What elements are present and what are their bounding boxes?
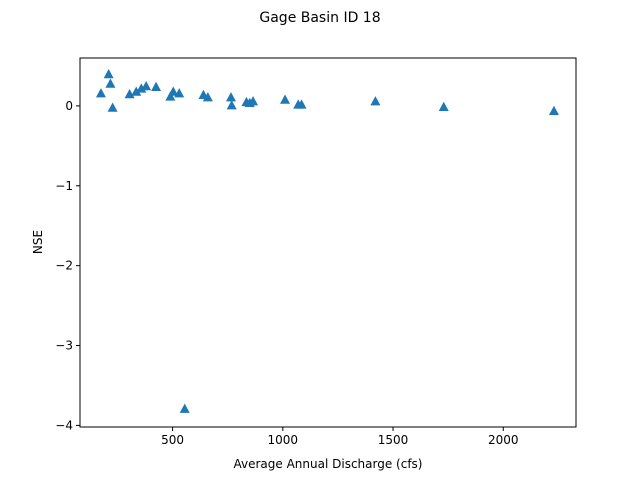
y-axis-label: NSE	[31, 230, 45, 254]
data-point-12	[179, 403, 190, 413]
chart-title: Gage Basin ID 18	[259, 10, 380, 26]
data-point-11	[174, 88, 185, 98]
data-point-24	[438, 101, 449, 111]
data-point-8	[151, 81, 162, 92]
data-point-1	[103, 68, 114, 79]
data-point-20	[280, 94, 291, 104]
data-points	[95, 68, 559, 413]
data-point-9	[165, 91, 176, 101]
data-point-5	[131, 86, 142, 96]
data-point-4	[124, 88, 135, 99]
data-point-25	[548, 105, 559, 115]
x-tick-label: 1000	[268, 433, 299, 447]
plot-frame	[79, 57, 577, 428]
x-axis-label: Average Annual Discharge (cfs)	[234, 457, 423, 471]
y-tick-label: −2	[55, 259, 73, 273]
y-tick-label: −1	[55, 179, 73, 193]
data-point-10	[168, 86, 179, 96]
y-tick-label: 0	[65, 99, 73, 113]
data-point-23	[370, 96, 381, 106]
x-tick-label: 500	[161, 433, 184, 447]
axes: 500 1000 1500 2000 0 −1 −2 −3 −4	[55, 57, 577, 447]
data-point-16	[226, 100, 237, 110]
data-point-7	[141, 80, 152, 91]
data-point-6	[136, 83, 147, 93]
data-point-0	[95, 88, 106, 98]
y-tick-label: −3	[55, 339, 73, 353]
data-point-19	[248, 96, 259, 106]
data-point-15	[226, 92, 237, 102]
data-point-14	[202, 92, 213, 102]
x-tick-label: 1500	[378, 433, 409, 447]
y-tick-label: −4	[55, 418, 73, 432]
data-point-2	[105, 78, 116, 88]
x-tick-label: 2000	[488, 433, 519, 447]
data-point-22	[296, 99, 307, 109]
data-point-3	[107, 102, 118, 112]
